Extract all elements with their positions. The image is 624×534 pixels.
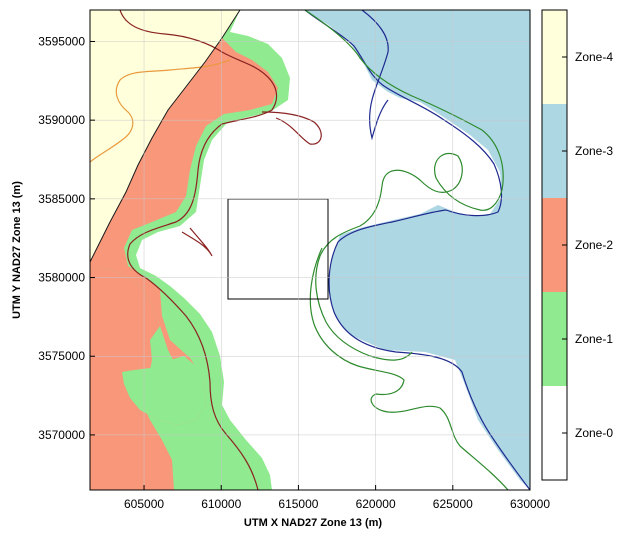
contour-orange (90, 59, 231, 163)
zone-3-region (305, 10, 530, 490)
legend-label-zone-2: Zone-2 (575, 238, 613, 252)
y-tick-label: 3585000 (38, 192, 85, 206)
legend-label-zone-4: Zone-4 (575, 50, 613, 64)
contour-green-east (304, 10, 504, 361)
x-tick-label: 620000 (356, 497, 396, 511)
zone-2-region (90, 38, 278, 425)
legend-label-zone-0: Zone-0 (575, 426, 613, 440)
legend-label-zone-3: Zone-3 (575, 144, 613, 158)
x-tick-label: 630000 (510, 497, 550, 511)
y-axis-label: UTM Y NAD27 Zone 13 (m) (11, 181, 23, 319)
x-tick-label: 625000 (433, 497, 473, 511)
contour-dark-red-lobe (261, 111, 322, 145)
contour-green-south (309, 247, 509, 490)
y-tick-label: 3575000 (38, 349, 85, 363)
contour-dark-red-spur (181, 227, 213, 257)
x-axis: 605000 610000 615000 620000 625000 630000 (124, 485, 550, 511)
x-tick-label: 615000 (278, 497, 318, 511)
plot-frame (89, 9, 531, 491)
y-tick-label: 3595000 (38, 34, 85, 48)
y-tick-label: 3570000 (38, 428, 85, 442)
y-tick-label: 3580000 (38, 271, 85, 285)
contour-dark-red (119, 10, 278, 490)
map-plot-area (89, 9, 531, 491)
y-axis: 3595000 3590000 3585000 3580000 3575000 35700… (38, 34, 95, 442)
x-tick-label: 605000 (124, 497, 164, 511)
contour-blue-coast (304, 10, 530, 490)
zone-legend: Zone-4 Zone-3 Zone-2 Zone-1 Zone-0 (541, 9, 613, 481)
legend-frame (541, 9, 568, 481)
y-tick-label: 3590000 (38, 113, 85, 127)
x-tick-label: 610000 (201, 497, 241, 511)
zone-1-island (122, 356, 206, 425)
zone-4-boundary-line (90, 10, 241, 263)
legend-label-zone-1: Zone-1 (575, 332, 613, 346)
zone-4-region (90, 10, 240, 262)
x-axis-label: UTM X NAD27 Zone 13 (m) (244, 517, 382, 529)
